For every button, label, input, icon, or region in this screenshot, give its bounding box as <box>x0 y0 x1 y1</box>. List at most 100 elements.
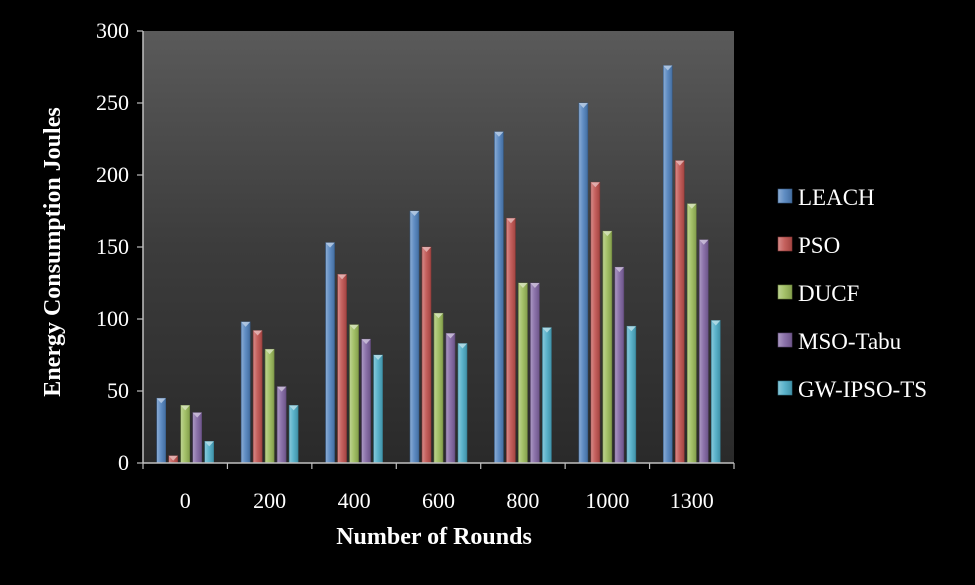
legend-label: DUCF <box>798 281 859 306</box>
x-tick-label: 200 <box>253 488 286 513</box>
bar-mso-tabu-600 <box>445 333 456 464</box>
x-tick-label: 0 <box>180 488 191 513</box>
bar-bevel <box>349 324 359 330</box>
bar-bevel <box>494 131 504 137</box>
legend-item: PSO <box>777 233 840 258</box>
bar-ducf-200 <box>264 348 275 464</box>
bar-bevel <box>241 321 251 327</box>
bar-bevel <box>578 103 588 108</box>
x-axis-title: Number of Rounds <box>336 524 532 550</box>
bar-pso-1300 <box>674 160 685 464</box>
bar-bevel <box>602 231 612 237</box>
bar-pso-600 <box>421 246 432 464</box>
bar-ducf-600 <box>433 312 444 464</box>
bar-bevel <box>711 320 721 326</box>
bar-bevel <box>458 343 467 349</box>
bar-bevel <box>699 239 709 245</box>
bar-leach-0 <box>156 397 167 464</box>
legend: LEACH PSO DUCF MSO-Tabu GW-IPSO-TS <box>777 185 927 402</box>
bars-group <box>156 65 721 464</box>
legend-swatch <box>777 236 793 252</box>
bar-bevel <box>337 274 347 280</box>
bar-bevel <box>590 182 600 188</box>
bar-bevel <box>156 398 166 404</box>
y-tick-label: 100 <box>96 306 129 331</box>
y-tick-label: 200 <box>96 162 129 187</box>
bar-bevel <box>626 326 636 332</box>
bar-bevel <box>373 355 383 360</box>
bar-bevel <box>506 218 516 224</box>
x-tick-label: 800 <box>506 488 539 513</box>
y-tick-label: 300 <box>96 18 129 43</box>
bar-ducf-1300 <box>686 203 697 464</box>
bar-bevel <box>542 327 552 333</box>
y-tick-label: 250 <box>96 90 129 115</box>
bar-mso-tabu-1300 <box>698 239 709 464</box>
bar-pso-1000 <box>590 181 601 464</box>
legend-item: LEACH <box>777 185 875 210</box>
legend-label: MSO-Tabu <box>798 329 902 354</box>
legend-swatch <box>777 284 793 300</box>
bar-bevel <box>687 203 697 209</box>
x-tick-label: 600 <box>422 488 455 513</box>
bar-gw-ipso-ts-400 <box>373 354 383 464</box>
y-tick-label: 0 <box>118 450 129 475</box>
bar-gw-ipso-ts-800 <box>542 327 552 464</box>
bar-bevel <box>518 283 528 288</box>
legend-label: GW-IPSO-TS <box>798 377 927 402</box>
bar-bevel <box>277 386 287 392</box>
bar-mso-tabu-1000 <box>614 266 625 464</box>
bar-bevel <box>614 267 624 273</box>
bar-gw-ipso-ts-200 <box>288 405 299 464</box>
legend-label: LEACH <box>798 185 875 210</box>
bar-leach-400 <box>325 242 335 464</box>
bar-bevel <box>361 339 371 345</box>
legend-swatch <box>777 188 793 204</box>
bar-mso-tabu-200 <box>276 386 287 464</box>
bar-ducf-800 <box>518 282 528 464</box>
bar-bevel <box>265 349 275 355</box>
bar-ducf-0 <box>180 405 191 464</box>
legend-item: DUCF <box>777 281 859 306</box>
bar-mso-tabu-400 <box>361 338 371 464</box>
bar-bevel <box>253 330 263 336</box>
bar-leach-1000 <box>578 102 589 464</box>
x-tick-label: 400 <box>338 488 371 513</box>
bar-ducf-400 <box>349 324 359 464</box>
legend-swatch <box>777 332 793 348</box>
bar-bevel <box>180 405 190 411</box>
bar-bevel <box>663 65 673 71</box>
bar-bevel <box>446 333 455 339</box>
bar-leach-1300 <box>662 65 673 464</box>
bar-bevel <box>675 160 685 166</box>
bar-leach-200 <box>240 321 251 464</box>
y-tick-labels: 0 50 100 150 200 250 300 <box>96 18 143 475</box>
x-tick-labels: 0 200 400 600 800 1000 1300 <box>142 463 735 513</box>
bar-bevel <box>434 313 443 319</box>
bar-pso-200 <box>252 330 263 464</box>
bar-leach-800 <box>494 131 504 464</box>
bar-bevel <box>192 412 202 418</box>
bar-bevel <box>168 455 178 461</box>
bar-bevel <box>422 247 431 252</box>
bar-bevel <box>410 211 419 216</box>
y-tick-label: 50 <box>107 378 129 403</box>
bar-mso-tabu-800 <box>530 282 540 464</box>
x-tick-label: 1000 <box>585 488 629 513</box>
bar-gw-ipso-ts-600 <box>457 343 468 464</box>
bar-pso-800 <box>506 217 516 464</box>
legend-label: PSO <box>798 233 840 258</box>
bar-bevel <box>325 242 335 248</box>
bar-gw-ipso-ts-1000 <box>626 325 637 464</box>
bar-bevel <box>204 441 214 447</box>
bar-bevel <box>530 283 540 288</box>
legend-swatch <box>777 380 793 396</box>
bar-leach-600 <box>409 210 420 464</box>
bar-gw-ipso-ts-1300 <box>710 320 721 464</box>
bar-bevel <box>289 405 299 411</box>
x-tick-label: 1300 <box>670 488 714 513</box>
bar-ducf-1000 <box>602 230 613 464</box>
bar-pso-400 <box>337 274 347 464</box>
y-tick-label: 150 <box>96 234 129 259</box>
